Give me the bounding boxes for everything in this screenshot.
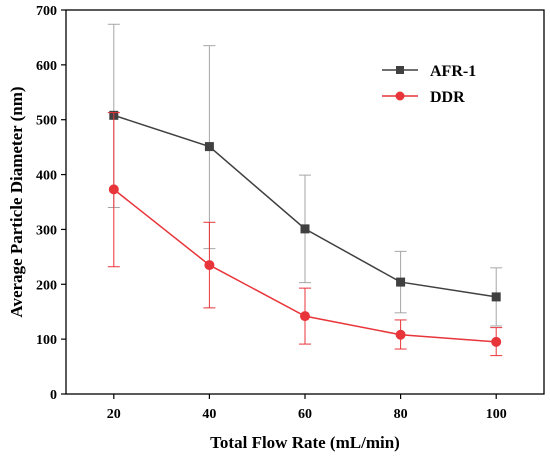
y-tick-label: 600: [36, 59, 57, 74]
data-point-ddr: [108, 184, 119, 195]
x-tick-label: 20: [107, 407, 121, 422]
data-point-ddr: [491, 336, 502, 347]
y-axis-ticks: 0 100 200 300 400 500 600 700: [36, 4, 66, 403]
legend-marker-afr-1: [396, 66, 404, 74]
data-point-afr-1: [396, 277, 406, 287]
legend-marker-ddr: [395, 91, 405, 101]
y-tick-label: 700: [36, 4, 57, 19]
y-tick-label: 100: [36, 333, 57, 348]
x-axis-label: Total Flow Rate (mL/min): [210, 433, 400, 452]
x-tick-label: 80: [394, 407, 408, 422]
x-tick-label: 100: [486, 407, 507, 422]
x-tick-label: 40: [202, 407, 216, 422]
data-point-ddr: [204, 260, 215, 271]
legend: AFR-1 DDR: [382, 63, 476, 106]
y-tick-label: 200: [36, 278, 57, 293]
series-ddr: [107, 112, 503, 357]
data-point-ddr: [300, 311, 310, 322]
data-point-ddr: [395, 329, 406, 340]
y-tick-label: 300: [36, 223, 57, 238]
data-point-afr-1: [491, 292, 501, 302]
legend-entry-ddr: DDR: [382, 89, 465, 106]
y-axis-label: Average Particle Diameter (nm): [7, 86, 26, 317]
legend-label-afr-1: AFR-1: [430, 63, 476, 80]
data-point-afr-1: [204, 142, 214, 152]
legend-entry-afr-1: AFR-1: [382, 63, 476, 80]
x-axis-ticks: 20 40 60 80 100: [107, 394, 507, 422]
y-tick-label: 400: [36, 169, 57, 184]
y-tick-label: 500: [36, 114, 57, 129]
y-tick-label: 0: [50, 388, 57, 403]
x-tick-label: 60: [298, 407, 312, 422]
legend-label-ddr: DDR: [430, 89, 465, 106]
series-layer: [107, 23, 503, 357]
data-point-afr-1: [300, 224, 310, 234]
